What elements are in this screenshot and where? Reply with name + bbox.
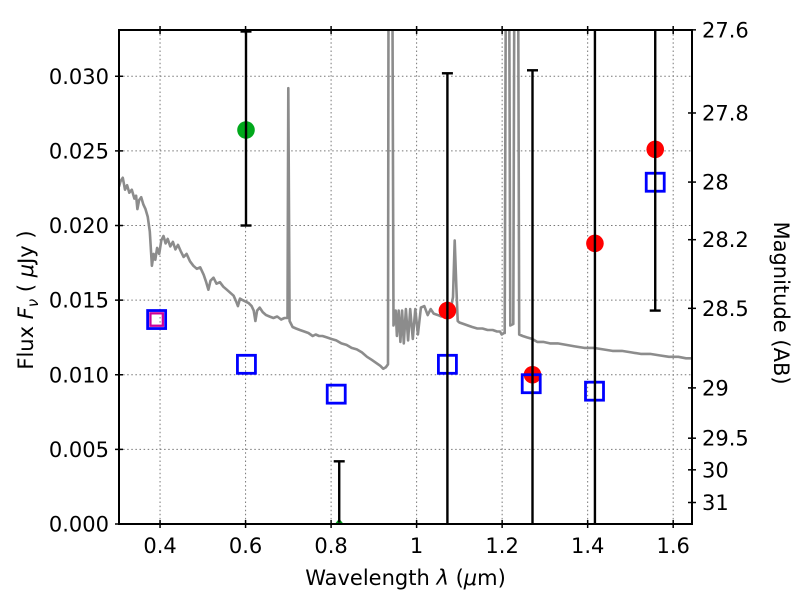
error-bars <box>240 30 661 524</box>
y-tick-label-mag: 27.8 <box>702 101 749 125</box>
y-tick-label-flux: 0.020 <box>49 214 109 238</box>
y-tick-label-flux: 0.025 <box>49 139 109 163</box>
gridlines <box>119 30 692 524</box>
blue-square-marker <box>146 309 168 330</box>
plot-frame <box>118 29 693 525</box>
x-tick-label: 1.2 <box>485 534 518 558</box>
y-axis-title-left: Flux Fν ( μJy ) <box>14 230 42 369</box>
y-tick-label-mag: 28 <box>702 171 729 195</box>
y-tick-label-mag: 29 <box>702 376 729 400</box>
x-tick-label: 1.4 <box>571 534 604 558</box>
x-axis-title: Wavelength λ (μm) <box>305 566 506 590</box>
y-tick-label-mag: 31 <box>702 491 729 515</box>
y-tick-label-mag: 27.6 <box>702 18 749 42</box>
magenta-square-marker <box>149 312 164 327</box>
y-tick-label-mag: 30 <box>702 458 729 482</box>
blue-square-marker <box>325 383 347 405</box>
y-tick-label-mag: 28.2 <box>702 228 749 252</box>
x-tick-label: 0.4 <box>143 534 176 558</box>
y-tick-label-flux: 0.015 <box>49 289 109 313</box>
x-tick-label: 0.8 <box>314 534 347 558</box>
x-tick-label: 0.6 <box>229 534 262 558</box>
x-tick-label: 1 <box>410 534 423 558</box>
y-tick-label-mag: 29.5 <box>702 427 749 451</box>
y-tick-label-flux: 0.005 <box>49 438 109 462</box>
y-tick-label-flux: 0.030 <box>49 65 109 89</box>
y-tick-label-flux: 0.000 <box>49 513 109 537</box>
y-tick-label-flux: 0.010 <box>49 363 109 387</box>
blue-square-marker <box>236 353 257 375</box>
blue-square-marker <box>520 373 542 395</box>
y-tick-label-mag: 28.5 <box>702 297 749 321</box>
x-tick-label: 1.6 <box>656 534 689 558</box>
model-spectrum-line <box>119 30 692 371</box>
axis-ticks <box>115 26 696 528</box>
y-axis-title-right: Magnitude (AB) <box>769 221 793 384</box>
